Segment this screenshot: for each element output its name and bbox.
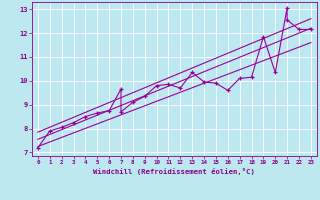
X-axis label: Windchill (Refroidissement éolien,°C): Windchill (Refroidissement éolien,°C) [93, 168, 255, 175]
